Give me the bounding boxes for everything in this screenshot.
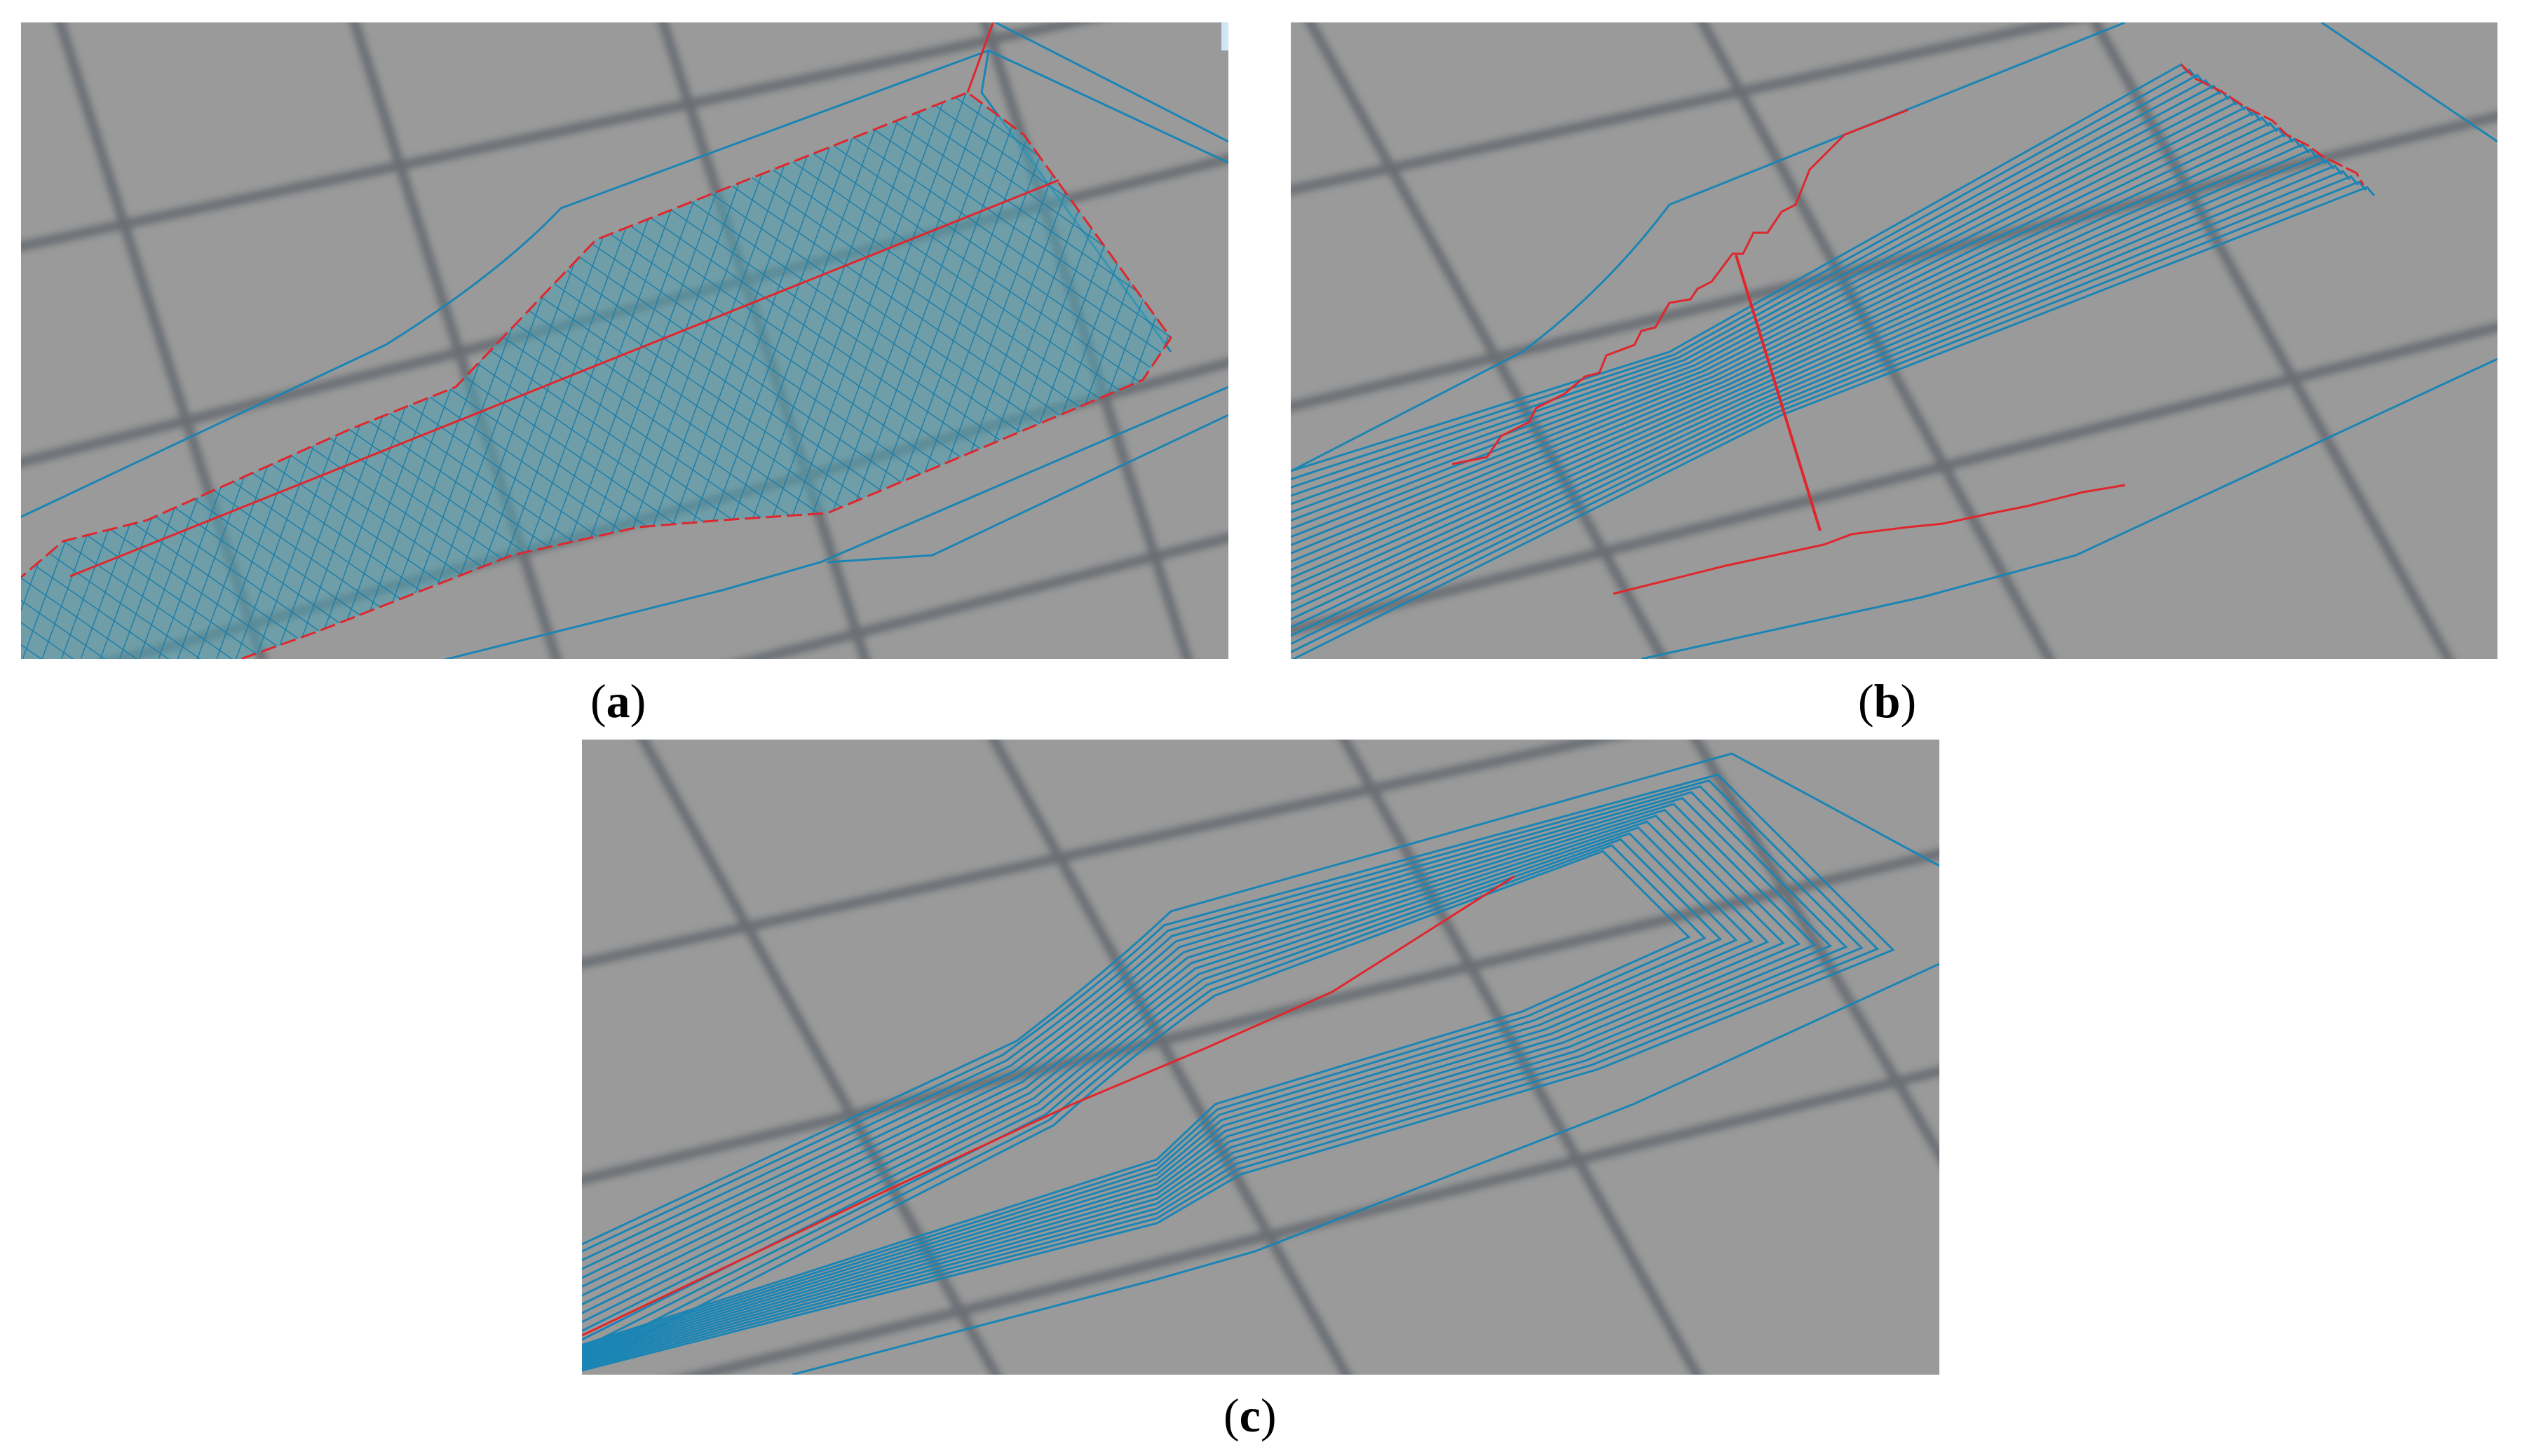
infill-line bbox=[1291, 148, 2319, 604]
infill-line bbox=[1291, 132, 2294, 579]
infill-line bbox=[1291, 175, 2359, 645]
contour-offset-line bbox=[582, 803, 1817, 1362]
contour-offset-line bbox=[582, 791, 1848, 1366]
contour-offset-lines bbox=[582, 773, 1895, 1372]
infill-line bbox=[1291, 111, 2262, 547]
infill-line bbox=[1291, 164, 2343, 629]
infill-line bbox=[1291, 90, 2230, 514]
outer-contour-top bbox=[1291, 22, 2126, 472]
outer-contour-top bbox=[21, 49, 1228, 518]
infill-line bbox=[1291, 68, 2197, 481]
contour-offset-line bbox=[582, 838, 1723, 1350]
left-boundary bbox=[1451, 109, 1909, 465]
infill-line bbox=[1291, 170, 2351, 637]
contour-offset-line bbox=[582, 796, 1833, 1364]
panel-c-contour-infill bbox=[582, 740, 1939, 1375]
outer-contour-top bbox=[582, 752, 1939, 1246]
grid-lines bbox=[582, 740, 1939, 1375]
contour-offset-line bbox=[582, 820, 1770, 1356]
contour-offset-line bbox=[582, 773, 1895, 1372]
outer-contour-bottom bbox=[1641, 358, 2497, 659]
contour-offset-line bbox=[582, 808, 1801, 1360]
panel-a-crosshatch-infill bbox=[21, 22, 1228, 659]
bottom-boundary bbox=[1613, 484, 2126, 595]
infill-line bbox=[1291, 121, 2278, 563]
infill-line bbox=[1291, 116, 2270, 554]
contour-offset-line bbox=[582, 779, 1880, 1370]
contour-offset-line bbox=[582, 785, 1864, 1368]
caption-b: (b) bbox=[1858, 674, 1917, 728]
seam-line bbox=[582, 875, 1515, 1337]
panel-b-parallel-infill bbox=[1291, 22, 2497, 659]
panel-a-canvas bbox=[21, 22, 1228, 659]
contour-offset-line bbox=[582, 850, 1691, 1368]
infill-line bbox=[1291, 137, 2303, 587]
infill-line bbox=[1291, 186, 2375, 659]
panel-b-canvas bbox=[1291, 22, 2497, 659]
caption-a: (a) bbox=[590, 674, 646, 728]
infill-line bbox=[1291, 180, 2367, 653]
infill-line bbox=[1291, 74, 2206, 489]
caption-c: (c) bbox=[1223, 1389, 1277, 1442]
infill-line bbox=[1291, 159, 2335, 620]
panel-c-canvas bbox=[582, 740, 1939, 1375]
build-plate bbox=[582, 740, 1939, 1375]
contour-offset-line bbox=[582, 832, 1738, 1352]
infill-line bbox=[1291, 154, 2327, 612]
contour-offset-line bbox=[582, 844, 1707, 1359]
infill-line bbox=[1291, 105, 2254, 538]
right-boundary bbox=[2180, 63, 2365, 186]
contour-offset-line bbox=[582, 826, 1754, 1354]
outer-contour-bottom bbox=[792, 962, 1939, 1375]
region-boundary bbox=[21, 91, 1172, 659]
seam-line bbox=[1735, 254, 1822, 531]
outer-contour-bottom bbox=[442, 386, 1228, 659]
seam-line bbox=[69, 179, 1059, 578]
infill-line bbox=[1291, 143, 2310, 596]
infill-line bbox=[1291, 127, 2286, 571]
contour-offset-line bbox=[582, 815, 1785, 1358]
infill-line bbox=[1291, 100, 2246, 530]
